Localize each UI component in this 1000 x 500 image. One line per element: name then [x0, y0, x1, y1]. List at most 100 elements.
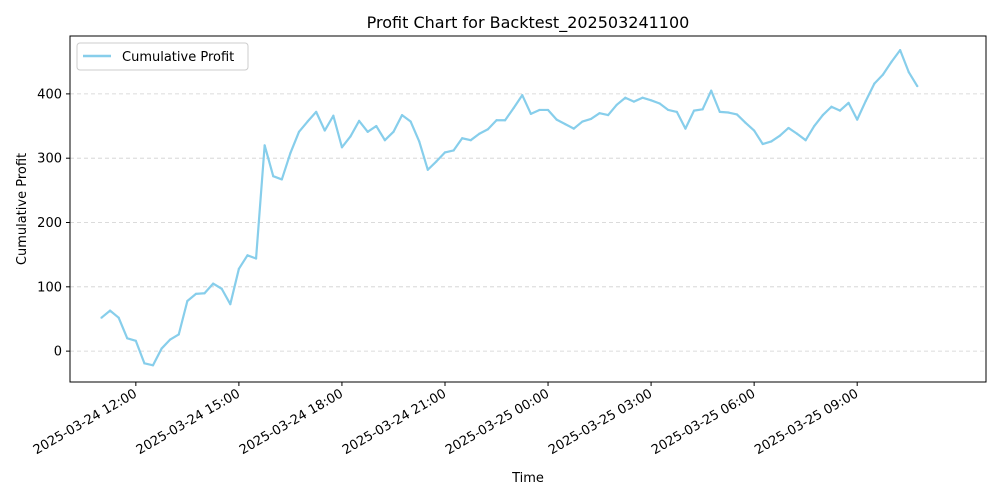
data-point	[907, 70, 910, 74]
data-point	[297, 130, 301, 133]
data-point	[890, 60, 893, 63]
y-axis-ticks: 0 100 200 300 400	[37, 87, 70, 360]
chart-title: Profit Chart for Backtest_202503241100	[367, 13, 690, 33]
data-point	[254, 257, 258, 260]
legend-box	[76, 42, 249, 71]
data-point	[598, 112, 601, 115]
data-point	[272, 175, 275, 178]
data-point	[160, 347, 163, 350]
data-point	[873, 82, 876, 85]
y-tick-label: 100	[37, 280, 62, 295]
data-point	[504, 119, 507, 122]
data-point	[581, 120, 584, 123]
data-point	[624, 96, 627, 99]
data-point	[881, 73, 885, 76]
data-point	[366, 130, 369, 133]
data-point	[323, 129, 326, 132]
data-point	[143, 362, 146, 365]
y-tick-label: 200	[37, 216, 62, 231]
data-point	[383, 139, 386, 142]
data-point	[735, 113, 739, 116]
data-point	[486, 128, 490, 131]
data-point	[641, 96, 644, 99]
data-point	[512, 106, 515, 110]
data-point	[856, 118, 859, 121]
data-point	[435, 160, 438, 163]
data-point	[813, 124, 816, 128]
data-point	[710, 89, 713, 92]
data-point	[134, 339, 137, 342]
data-point	[443, 151, 447, 154]
data-point	[675, 110, 678, 113]
data-point	[229, 303, 232, 306]
data-point	[684, 127, 687, 130]
data-point	[658, 102, 661, 105]
data-point	[169, 338, 172, 341]
plot-frame	[69, 35, 987, 383]
data-point	[821, 114, 824, 117]
data-point	[555, 118, 558, 121]
data-point	[770, 140, 773, 143]
data-point	[761, 142, 764, 146]
data-point	[220, 287, 223, 290]
data-point	[186, 299, 189, 303]
data-point	[538, 108, 541, 112]
data-point	[212, 282, 215, 285]
data-point	[899, 49, 902, 52]
x-axis-label: Time	[511, 471, 544, 486]
data-point	[375, 124, 378, 128]
data-point	[607, 114, 610, 117]
data-point	[916, 85, 919, 88]
y-tick-label: 0	[54, 345, 62, 360]
data-point	[237, 267, 240, 270]
data-point	[409, 120, 412, 123]
data-point	[151, 364, 155, 367]
data-point	[280, 178, 283, 181]
data-point	[830, 105, 833, 108]
data-point	[117, 316, 120, 319]
data-point	[589, 117, 593, 121]
y-tick-label: 400	[37, 87, 62, 102]
data-point	[795, 132, 799, 135]
data-point	[469, 139, 472, 142]
data-point	[478, 132, 481, 135]
data-point	[778, 134, 782, 137]
data-point	[838, 109, 842, 112]
data-point	[847, 101, 850, 104]
data-point	[177, 333, 180, 336]
data-point	[426, 168, 429, 171]
data-point	[340, 146, 344, 149]
data-point	[306, 120, 309, 123]
data-point	[649, 99, 653, 102]
data-point	[203, 292, 206, 295]
data-point	[787, 126, 790, 130]
data-point	[246, 254, 249, 257]
data-point	[100, 316, 103, 319]
data-point	[727, 111, 730, 114]
y-tick-label: 300	[37, 152, 62, 167]
data-point	[804, 139, 807, 142]
data-point	[692, 109, 696, 112]
data-point	[564, 123, 567, 126]
data-point	[744, 121, 747, 124]
data-point	[452, 149, 455, 152]
data-point	[263, 144, 266, 147]
legend: Cumulative Profit	[76, 42, 249, 71]
grid-lines	[70, 93, 986, 352]
data-point	[126, 337, 129, 340]
data-point	[289, 151, 292, 155]
data-point	[418, 140, 421, 143]
series-layer	[100, 49, 919, 367]
data-point	[632, 100, 636, 103]
data-point	[400, 114, 404, 117]
data-point	[194, 292, 198, 295]
data-point	[108, 309, 112, 312]
data-point	[332, 114, 335, 117]
data-point	[349, 135, 352, 138]
legend-label: Cumulative Profit	[122, 50, 234, 65]
data-point	[572, 127, 575, 130]
data-point	[529, 112, 532, 115]
y-axis-label: Cumulative Profit	[15, 153, 30, 265]
